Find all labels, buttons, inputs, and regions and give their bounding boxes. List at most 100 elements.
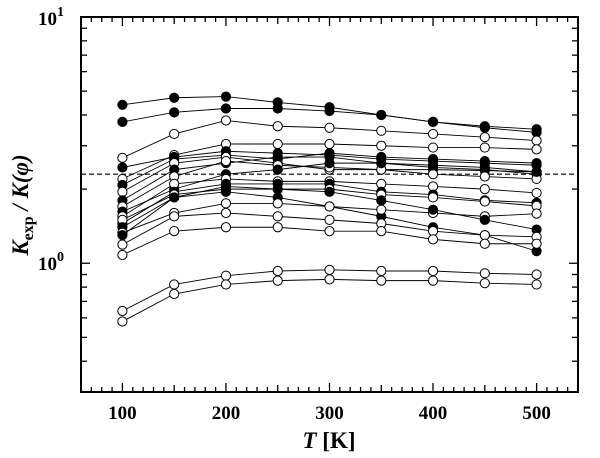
open-marker <box>169 128 180 140</box>
open-marker <box>479 184 490 195</box>
x-tick-label: 400 <box>419 403 448 424</box>
y-tick-labels: 101 100 <box>38 5 64 275</box>
open-marker <box>272 211 283 222</box>
open-marker <box>169 211 180 222</box>
series-s16 <box>117 181 542 241</box>
filled-marker <box>479 214 490 225</box>
open-marker <box>427 128 439 140</box>
open-marker <box>479 230 490 241</box>
filled-marker <box>531 158 542 169</box>
filled-marker <box>531 166 542 177</box>
filled-marker <box>117 116 128 127</box>
filled-marker <box>427 160 439 171</box>
x-tick-label: 200 <box>212 403 241 424</box>
filled-marker <box>220 103 232 114</box>
series-group <box>117 91 542 327</box>
series-line <box>122 278 537 322</box>
open-marker <box>324 226 335 237</box>
open-marker <box>117 239 128 250</box>
x-axis-title: T [K] <box>302 428 355 453</box>
series-s17 <box>117 207 542 250</box>
y-axis-title: Kexp / K(φ) <box>8 154 37 256</box>
open-marker <box>427 265 439 277</box>
filled-marker <box>376 158 387 169</box>
open-marker <box>531 208 542 219</box>
open-marker <box>169 279 180 290</box>
open-marker <box>376 265 387 277</box>
open-marker <box>169 288 180 300</box>
open-marker <box>376 275 387 286</box>
open-marker <box>531 187 542 199</box>
open-marker <box>427 234 439 245</box>
open-marker <box>324 214 335 225</box>
filled-marker <box>324 105 335 117</box>
open-marker <box>376 140 387 151</box>
open-marker <box>479 278 490 289</box>
open-marker <box>117 249 128 261</box>
filled-marker <box>479 122 490 133</box>
open-marker <box>324 264 335 275</box>
filled-marker <box>117 162 128 173</box>
open-marker <box>479 268 490 279</box>
filled-marker <box>169 92 180 103</box>
plot-frame <box>80 16 579 393</box>
open-marker <box>531 144 542 155</box>
filled-marker <box>169 192 180 203</box>
open-marker <box>427 169 439 180</box>
open-marker <box>220 222 232 233</box>
filled-marker <box>117 230 128 241</box>
open-marker <box>272 222 283 233</box>
open-marker <box>531 135 542 146</box>
open-marker <box>376 226 387 237</box>
filled-marker <box>220 181 232 192</box>
open-marker <box>531 279 542 290</box>
filled-marker <box>324 186 335 197</box>
series-s18 <box>117 222 542 261</box>
filled-marker <box>272 184 283 195</box>
x-tick-label: 300 <box>315 403 344 424</box>
open-marker <box>169 226 180 237</box>
open-marker <box>117 186 128 197</box>
open-marker <box>324 274 335 285</box>
open-marker <box>272 275 283 286</box>
y-tick-label: 101 <box>38 5 64 30</box>
open-marker <box>324 122 335 133</box>
filled-marker <box>427 204 439 215</box>
open-marker <box>324 201 335 212</box>
open-marker <box>479 196 490 207</box>
filled-marker <box>427 116 439 127</box>
open-marker <box>479 171 490 182</box>
open-marker <box>479 238 490 249</box>
open-marker <box>531 238 542 249</box>
open-marker <box>376 204 387 215</box>
y-tick-label: 100 <box>38 250 64 275</box>
open-marker <box>220 207 232 219</box>
filled-marker <box>376 109 387 121</box>
open-marker <box>117 316 128 327</box>
open-marker <box>272 138 283 150</box>
open-marker <box>531 269 542 280</box>
filled-marker <box>479 162 490 173</box>
filled-marker <box>324 158 335 169</box>
open-marker <box>220 198 232 209</box>
x-tick-label: 100 <box>108 403 137 424</box>
filled-marker <box>272 164 283 175</box>
open-marker <box>220 279 232 290</box>
open-marker <box>427 275 439 286</box>
open-marker <box>220 115 232 126</box>
open-marker <box>272 265 283 277</box>
open-marker <box>427 192 439 203</box>
open-marker <box>117 152 128 163</box>
filled-marker <box>117 99 128 110</box>
filled-marker <box>169 107 180 118</box>
x-tick-label: 500 <box>522 403 551 424</box>
open-marker <box>117 305 128 317</box>
series-s2 <box>117 103 542 138</box>
series-s19 <box>117 264 542 317</box>
open-marker <box>324 138 335 150</box>
open-marker <box>479 142 490 153</box>
open-marker <box>220 270 232 281</box>
series-s3 <box>117 115 542 163</box>
x-tick-labels: 100 200 300 400 500 <box>108 403 551 424</box>
